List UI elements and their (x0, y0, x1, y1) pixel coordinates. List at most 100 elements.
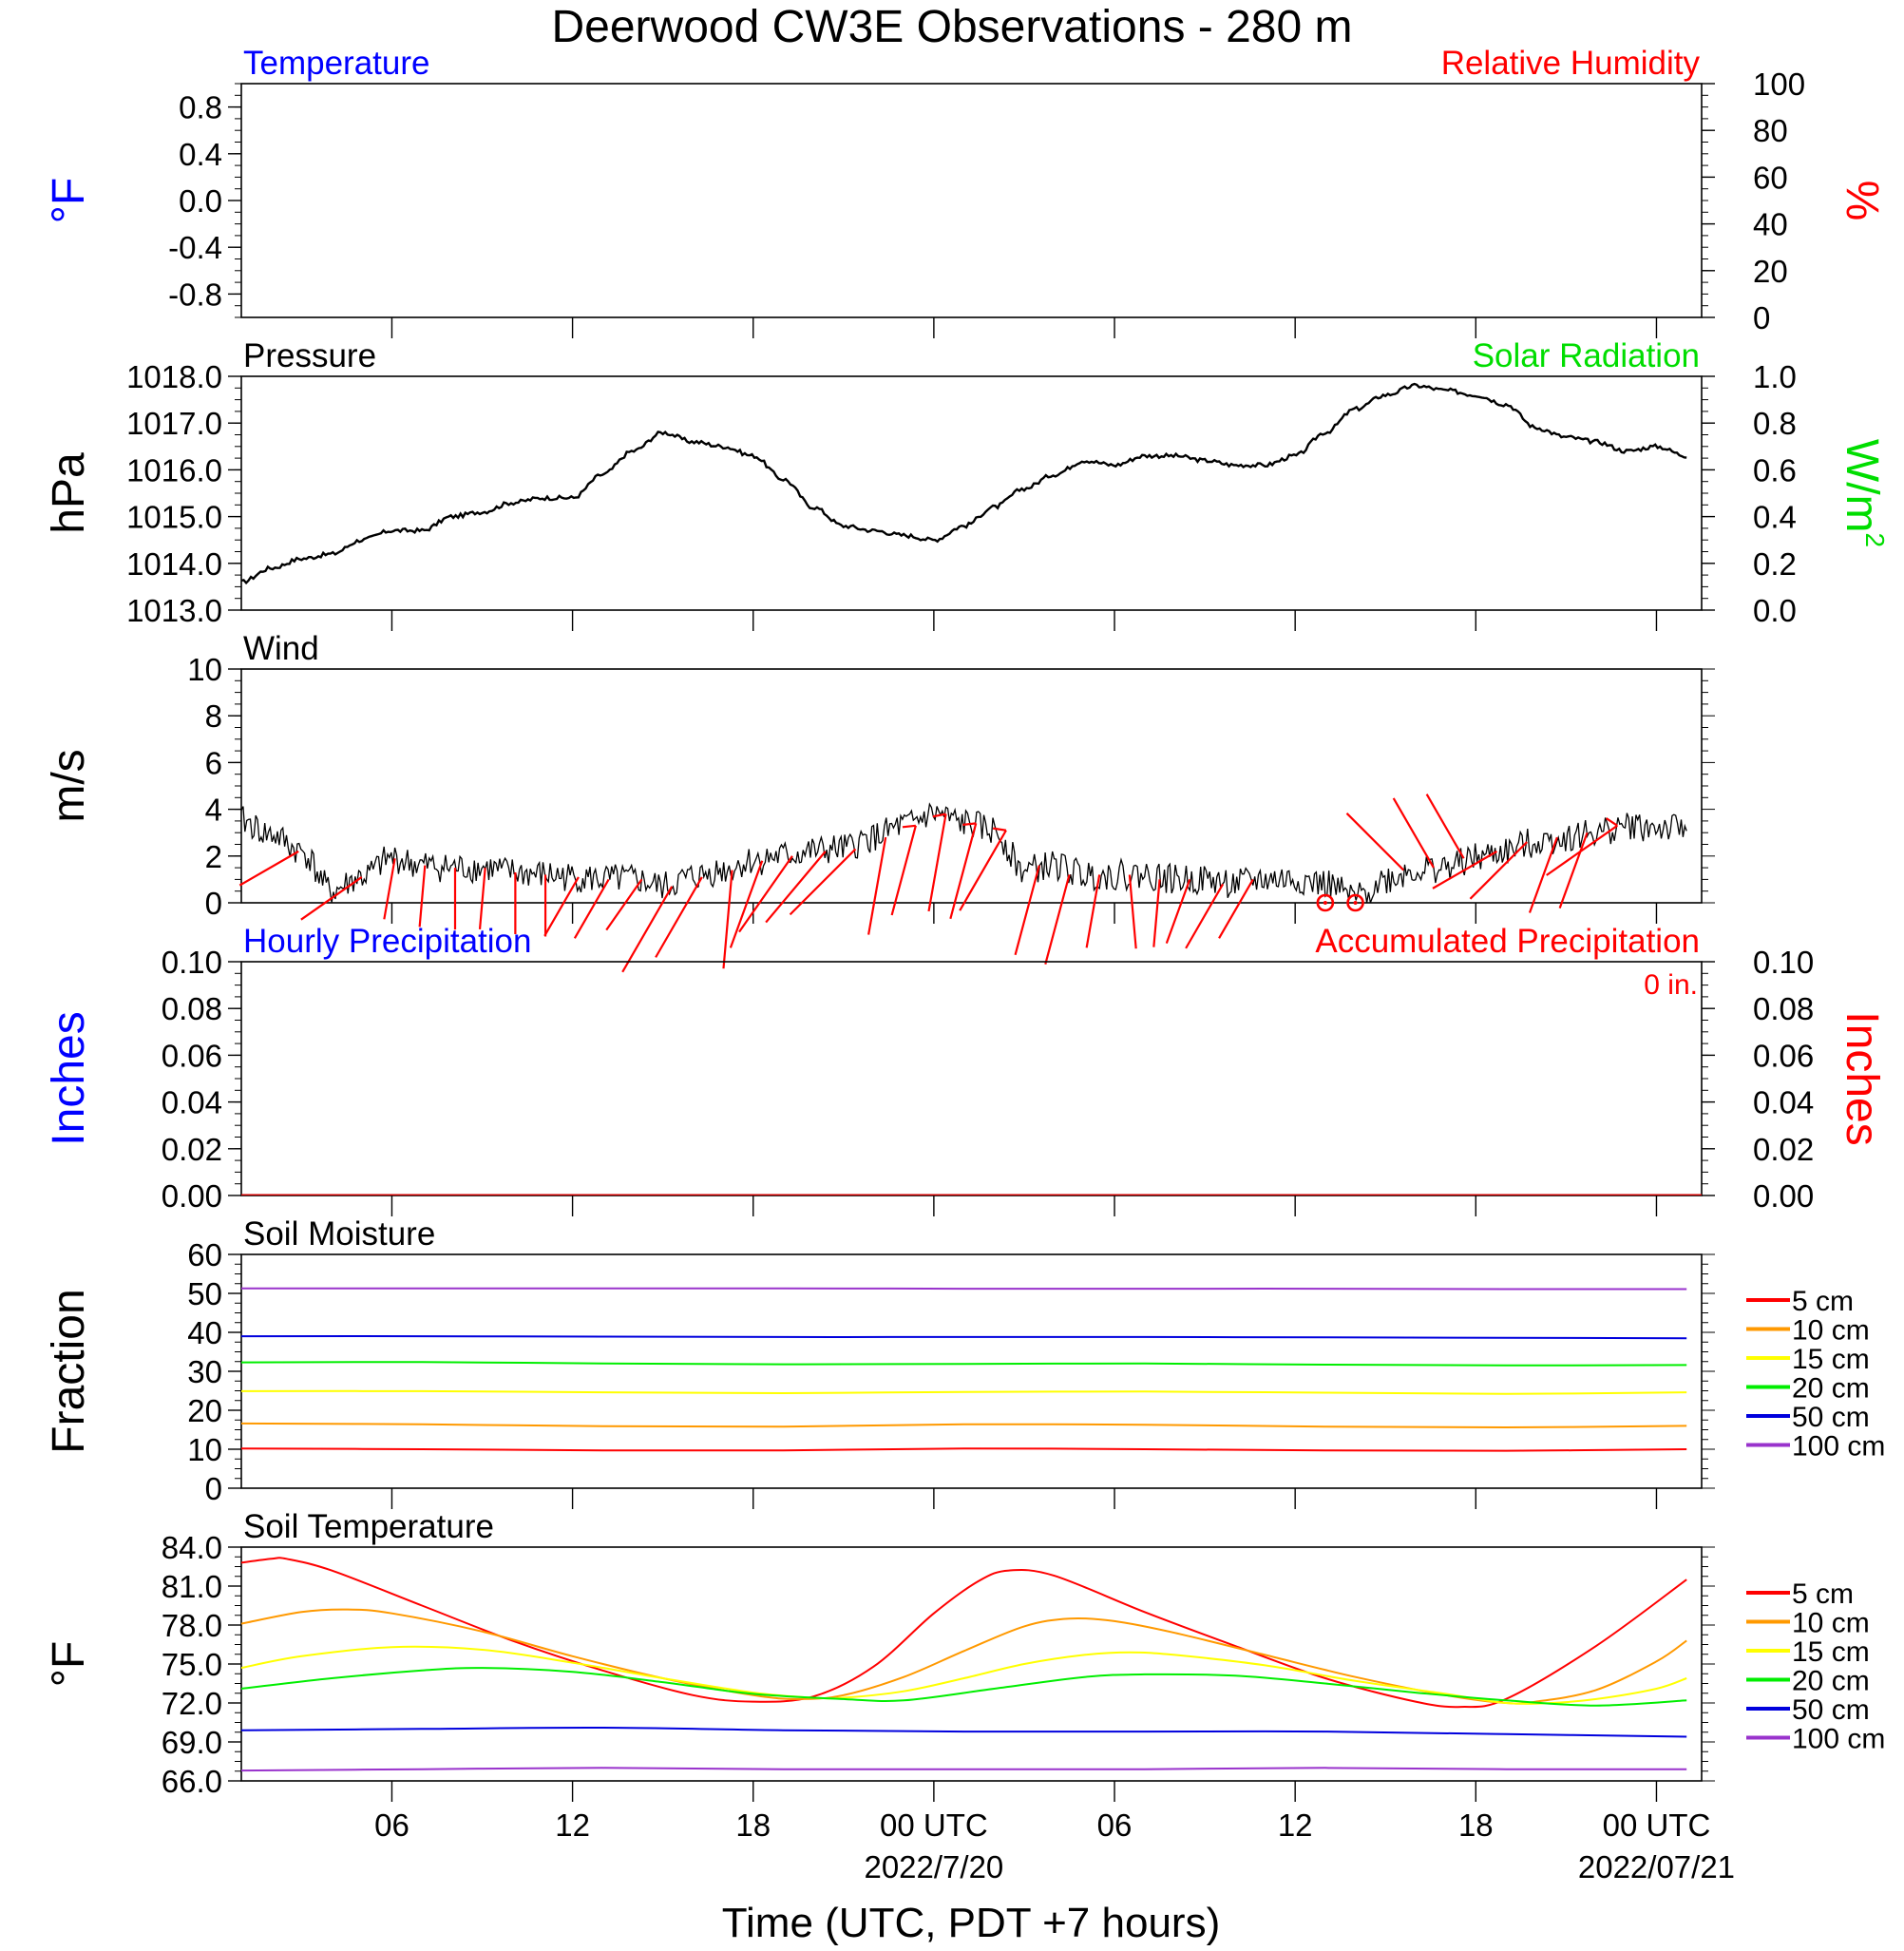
y-tick-label: -0.8 (168, 277, 222, 312)
x-tick-label: 00 UTC (880, 1808, 988, 1843)
legend-label: 20 cm (1792, 1666, 1870, 1697)
y-tick-label: 10 (187, 1432, 222, 1467)
time-axis-labels: 06 12 18 00 UTC 2022/7/20 06 12 18 00 UTC 2022/07… (374, 1808, 1735, 1884)
soil_temperature-line-10cm (241, 1608, 1687, 1705)
wind-barb (1558, 832, 1589, 909)
soil_temperature-panel: 84.0 81.0 78.0 75.0 72.0 69.0 66.0 Soil Tempera… (44, 1508, 1885, 1802)
wind-barb (867, 836, 887, 935)
pressure-title-right: Solar Radiation (1473, 337, 1700, 374)
y-tick-label: 0.04 (162, 1085, 222, 1120)
y-tick-label: 1018.0 (126, 359, 222, 394)
wind-barb (1432, 850, 1498, 889)
soil_moisture-line-15cm (241, 1389, 1687, 1395)
pressure-ylabel-left: hPa (44, 452, 94, 534)
y-tick-label-right: 0.00 (1753, 1178, 1814, 1214)
y-tick-label: 2 (205, 839, 222, 874)
precipitation-ylabel-right: Inches (1837, 1011, 1887, 1145)
y-tick-label: 6 (205, 745, 222, 780)
y-tick-label: 81.0 (162, 1569, 222, 1604)
y-tick-label-right: 1.0 (1753, 359, 1797, 394)
x-tick-label: 06 (374, 1808, 409, 1843)
legend-label: 10 cm (1792, 1315, 1870, 1347)
precipitation-ylabel-left: Inches (44, 1011, 94, 1145)
x-axis-label: Time (UTC, PDT +7 hours) (722, 1900, 1220, 1946)
wind-barb (655, 876, 703, 958)
soil_moisture-ylabel-left: Fraction (44, 1289, 94, 1453)
wind-barbs (238, 794, 1618, 973)
soil_moisture-title-left: Soil Moisture (243, 1215, 435, 1253)
y-tick-label-right: 0.0 (1753, 593, 1797, 628)
wind-series (241, 802, 1687, 903)
y-tick-label: -0.4 (168, 230, 222, 265)
soil_temperature-line-5cm (241, 1557, 1687, 1709)
y-tick-label: 0.06 (162, 1038, 222, 1073)
soil_moisture-line-100cm (241, 1287, 1687, 1291)
soil_temperature-frame (240, 1546, 1703, 1782)
y-tick-label: 75.0 (162, 1647, 222, 1682)
wind-title-left: Wind (243, 630, 319, 667)
soil_moisture-line-5cm (241, 1447, 1687, 1452)
wind-barb (605, 878, 643, 931)
wind-barb (1085, 874, 1101, 948)
y-tick-label: 0.0 (179, 183, 222, 219)
pressure-frame (240, 375, 1703, 611)
y-tick-label-right: 0.10 (1753, 945, 1814, 980)
wind-barb (1218, 878, 1254, 939)
figure-title: Deerwood CW3E Observations - 280 m (552, 2, 1353, 52)
legend-label: 15 cm (1792, 1344, 1870, 1375)
soil_temperature-ylabel-left: °F (44, 1641, 94, 1688)
legend-label: 20 cm (1792, 1373, 1870, 1405)
temperature-ylabel-left: °F (44, 178, 94, 224)
y-tick-label-right: 80 (1753, 113, 1788, 148)
temperature-title-right: Relative Humidity (1441, 45, 1701, 82)
y-tick-label: 0 (205, 886, 222, 921)
wind-barb (959, 830, 1007, 911)
precipitation-panel: 0.10 0.08 0.06 0.04 0.02 0.00 0.10 0.08 0.06 0.04… (44, 923, 1887, 1216)
y-tick-label: 1016.0 (126, 452, 222, 488)
soil_moisture-line-50cm (241, 1335, 1687, 1340)
soil_temperature-series (241, 1557, 1687, 1772)
wind-barb (418, 865, 427, 928)
legend-label: 5 cm (1792, 1286, 1854, 1317)
wind-barb (722, 870, 733, 969)
pressure-title-left: Pressure (243, 337, 376, 374)
pressure-panel: 1018.0 1017.0 1016.0 1015.0 1014.0 1013.0 1.0 0… (44, 337, 1890, 631)
precipitation-title-left: Hourly Precipitation (243, 923, 531, 960)
wind-barb (1014, 865, 1040, 956)
wind-barb (949, 823, 978, 920)
wind-barb (890, 825, 917, 916)
wind-barb (1425, 794, 1465, 859)
wind-barb (621, 886, 674, 973)
y-tick-label: 84.0 (162, 1530, 222, 1565)
wind-barb (729, 860, 764, 948)
precip-total-label: 0 in. (1644, 969, 1698, 1001)
y-tick-label: 1015.0 (126, 500, 222, 535)
wind-barb (573, 878, 610, 939)
wind-panel: 10 8 6 4 2 0 Wind m/s (44, 630, 1715, 973)
wind-barb (1128, 874, 1137, 949)
y-tick-label: 8 (205, 698, 222, 734)
calm-wind-marker (1346, 893, 1364, 912)
y-tick-label: 10 (187, 652, 222, 687)
wind-frame (240, 668, 1703, 904)
x-tick-label: 06 (1097, 1808, 1133, 1843)
y-tick-label: 30 (187, 1354, 222, 1389)
wind-barb (1165, 879, 1191, 944)
temperature-ylabel-right: % (1837, 181, 1887, 221)
y-tick-label: 40 (187, 1315, 222, 1350)
wind-barb (1152, 879, 1161, 947)
chart-panels: 0.80.40.0-0.4-0.8100806040200Temperature… (44, 45, 1890, 1802)
calm-wind-marker (1316, 893, 1335, 912)
soil_moisture-line-20cm (241, 1361, 1687, 1367)
y-tick-label-right: 0.8 (1753, 406, 1797, 441)
legend-label: 50 cm (1792, 1402, 1870, 1433)
y-tick-label: 0.4 (179, 137, 222, 172)
wind-ylabel-left: m/s (44, 749, 94, 822)
y-tick-label: 0.00 (162, 1178, 222, 1214)
wind-barb (1528, 836, 1558, 913)
x-tick-date-label: 2022/07/21 (1578, 1849, 1735, 1884)
y-tick-label: 4 (205, 793, 222, 828)
temperature-title-left: Temperature (243, 45, 429, 82)
